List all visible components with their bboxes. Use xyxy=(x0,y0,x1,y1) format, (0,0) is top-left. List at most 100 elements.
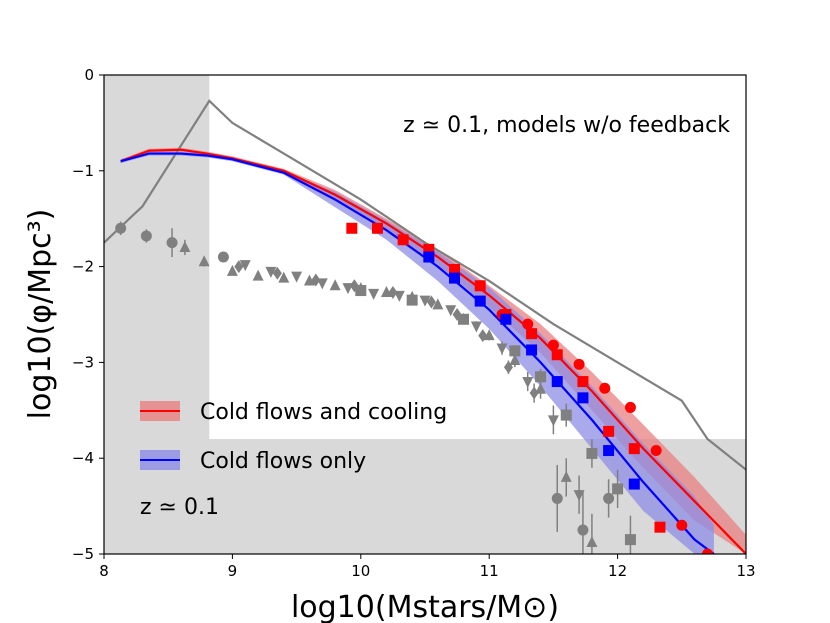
marker-observations-triangles-down--7 xyxy=(419,295,431,307)
marker-red-circles-6 xyxy=(650,445,662,457)
marker-observations-diamonds--9 xyxy=(529,386,539,400)
marker-blue-squares-1 xyxy=(449,272,461,284)
y-tick-label-0: 0 xyxy=(84,66,94,84)
marker-observations-triangles-up--8 xyxy=(380,285,392,297)
marker-red-squares-8 xyxy=(551,349,563,361)
marker-observations-triangles-down--2 xyxy=(291,271,303,283)
marker-observations-triangles-down--9 xyxy=(470,321,482,333)
y-tick-label-1: −1 xyxy=(72,162,94,180)
marker-observations-triangles-up--13 xyxy=(509,353,521,365)
marker-observations-diamonds--4 xyxy=(388,285,398,299)
marker-observations-triangles-down--8 xyxy=(445,305,457,317)
marker-red-circles-8 xyxy=(701,548,713,554)
marker-observations-circles--1 xyxy=(140,230,152,242)
marker-red-squares-11 xyxy=(628,443,640,455)
plot-frame xyxy=(103,74,747,555)
legend-entry-cooling: Cold flows and cooling xyxy=(140,400,447,425)
y-tick-label-4: −4 xyxy=(72,449,94,467)
band-cold-flows-only xyxy=(120,151,714,554)
y-tick-label-5: −5 xyxy=(72,545,94,563)
marker-observations-triangles-up--4 xyxy=(278,271,290,283)
line-cold-flows-and-cooling xyxy=(120,148,746,554)
marker-observations-squares--5 xyxy=(560,409,572,421)
marker-red-circles-4 xyxy=(599,382,611,394)
marker-observations-circles--0 xyxy=(115,222,127,234)
y-tick-label-3: −3 xyxy=(72,353,94,371)
marker-red-squares-12 xyxy=(654,521,666,533)
marker-observations-triangles-up--0 xyxy=(179,240,191,252)
marker-observations-squares--1 xyxy=(406,294,418,306)
marker-red-circles-7 xyxy=(676,519,688,531)
annotation-top: z ≃ 0.1, models w/o feedback xyxy=(403,113,730,138)
marker-red-squares-9 xyxy=(577,376,589,388)
marker-observations-triangles-up--6 xyxy=(329,279,341,291)
marker-observations-circles--3 xyxy=(217,251,229,263)
marker-blue-squares-3 xyxy=(500,313,512,325)
y-axis-label: log10(φ/Mpc³) xyxy=(23,209,58,420)
marker-observations-squares--6 xyxy=(586,447,598,459)
annotation-bottom: z ≃ 0.1 xyxy=(140,495,219,520)
x-tick-label-11: 11 xyxy=(480,562,499,580)
axis-ticks: 8 9 10 11 12 13 0 −1 −2 −3 −4 −5 xyxy=(72,66,756,580)
marker-blue-squares-5 xyxy=(551,376,563,388)
model-lines xyxy=(104,99,746,554)
marker-observations-triangles-up--5 xyxy=(303,274,315,286)
marker-observations-squares--7 xyxy=(612,483,624,495)
marker-red-squares-10 xyxy=(603,425,615,437)
marker-observations-squares--8 xyxy=(624,534,636,546)
marker-observations-triangles-down--12 xyxy=(547,415,559,427)
x-tick-label-8: 8 xyxy=(99,562,109,580)
marker-blue-squares-0 xyxy=(423,251,435,263)
y-tick-label-2: −2 xyxy=(72,258,94,276)
marker-observations-triangles-up--1 xyxy=(198,255,210,267)
marker-observations-diamonds--7 xyxy=(478,329,488,343)
marker-blue-squares-2 xyxy=(474,295,486,307)
marker-observations-triangles-down--10 xyxy=(496,343,508,355)
marker-red-circles-3 xyxy=(573,358,585,370)
marker-red-squares-5 xyxy=(474,280,486,292)
marker-red-squares-7 xyxy=(526,328,538,340)
marker-observations-triangles-up--15 xyxy=(560,470,572,482)
marker-red-squares-2 xyxy=(397,234,409,246)
line-cold-flows-only xyxy=(120,152,715,554)
marker-observations-diamonds--0 xyxy=(234,260,244,274)
marker-observations-triangles-down--1 xyxy=(265,266,277,278)
legend-label-cooling: Cold flows and cooling xyxy=(200,400,447,425)
marker-observations-diamonds--8 xyxy=(503,360,513,374)
legend: Cold flows and cooling Cold flows only xyxy=(140,400,447,474)
marker-red-circles-2 xyxy=(547,339,559,351)
marker-blue-squares-6 xyxy=(577,392,589,404)
marker-observations-squares--3 xyxy=(509,345,521,357)
marker-observations-triangles-up--2 xyxy=(226,264,238,276)
marker-observations-triangles-up--10 xyxy=(432,298,444,310)
marker-observations-triangles-down--5 xyxy=(368,288,380,300)
marker-observations-triangles-down--13 xyxy=(573,490,585,502)
marker-observations-diamonds--2 xyxy=(311,273,321,287)
marker-observations-squares--0 xyxy=(355,285,367,297)
x-tick-label-9: 9 xyxy=(228,562,238,580)
marker-observations-triangles-up--3 xyxy=(252,269,264,281)
marker-observations-circles--6 xyxy=(603,492,615,504)
marker-red-squares-1 xyxy=(371,222,383,234)
marker-red-circles-5 xyxy=(624,401,636,413)
marker-blue-squares-4 xyxy=(526,344,538,356)
marker-observations-circles--5 xyxy=(577,524,589,536)
marker-red-circles-1 xyxy=(522,318,534,330)
x-axis-label: log10(Mstars/M⊙) xyxy=(291,590,559,623)
x-tick-label-13: 13 xyxy=(736,562,755,580)
marker-observations-squares--4 xyxy=(535,371,547,383)
marker-observations-triangles-down--0 xyxy=(239,260,251,272)
legend-label-cold-flows: Cold flows only xyxy=(200,449,366,474)
marker-observations-triangles-up--12 xyxy=(483,329,495,341)
marker-blue-squares-8 xyxy=(628,478,640,490)
marker-blue-squares-7 xyxy=(603,445,615,457)
marker-observations-circles--2 xyxy=(166,237,178,249)
marker-observations-triangles-down--11 xyxy=(522,377,534,389)
marker-red-squares-0 xyxy=(346,222,358,234)
x-tick-label-10: 10 xyxy=(351,562,370,580)
confidence-bands xyxy=(120,147,746,554)
x-tick-label-12: 12 xyxy=(608,562,627,580)
marker-observations-circles--4 xyxy=(551,492,563,504)
line-gray-model-no-cooling- xyxy=(104,99,746,471)
